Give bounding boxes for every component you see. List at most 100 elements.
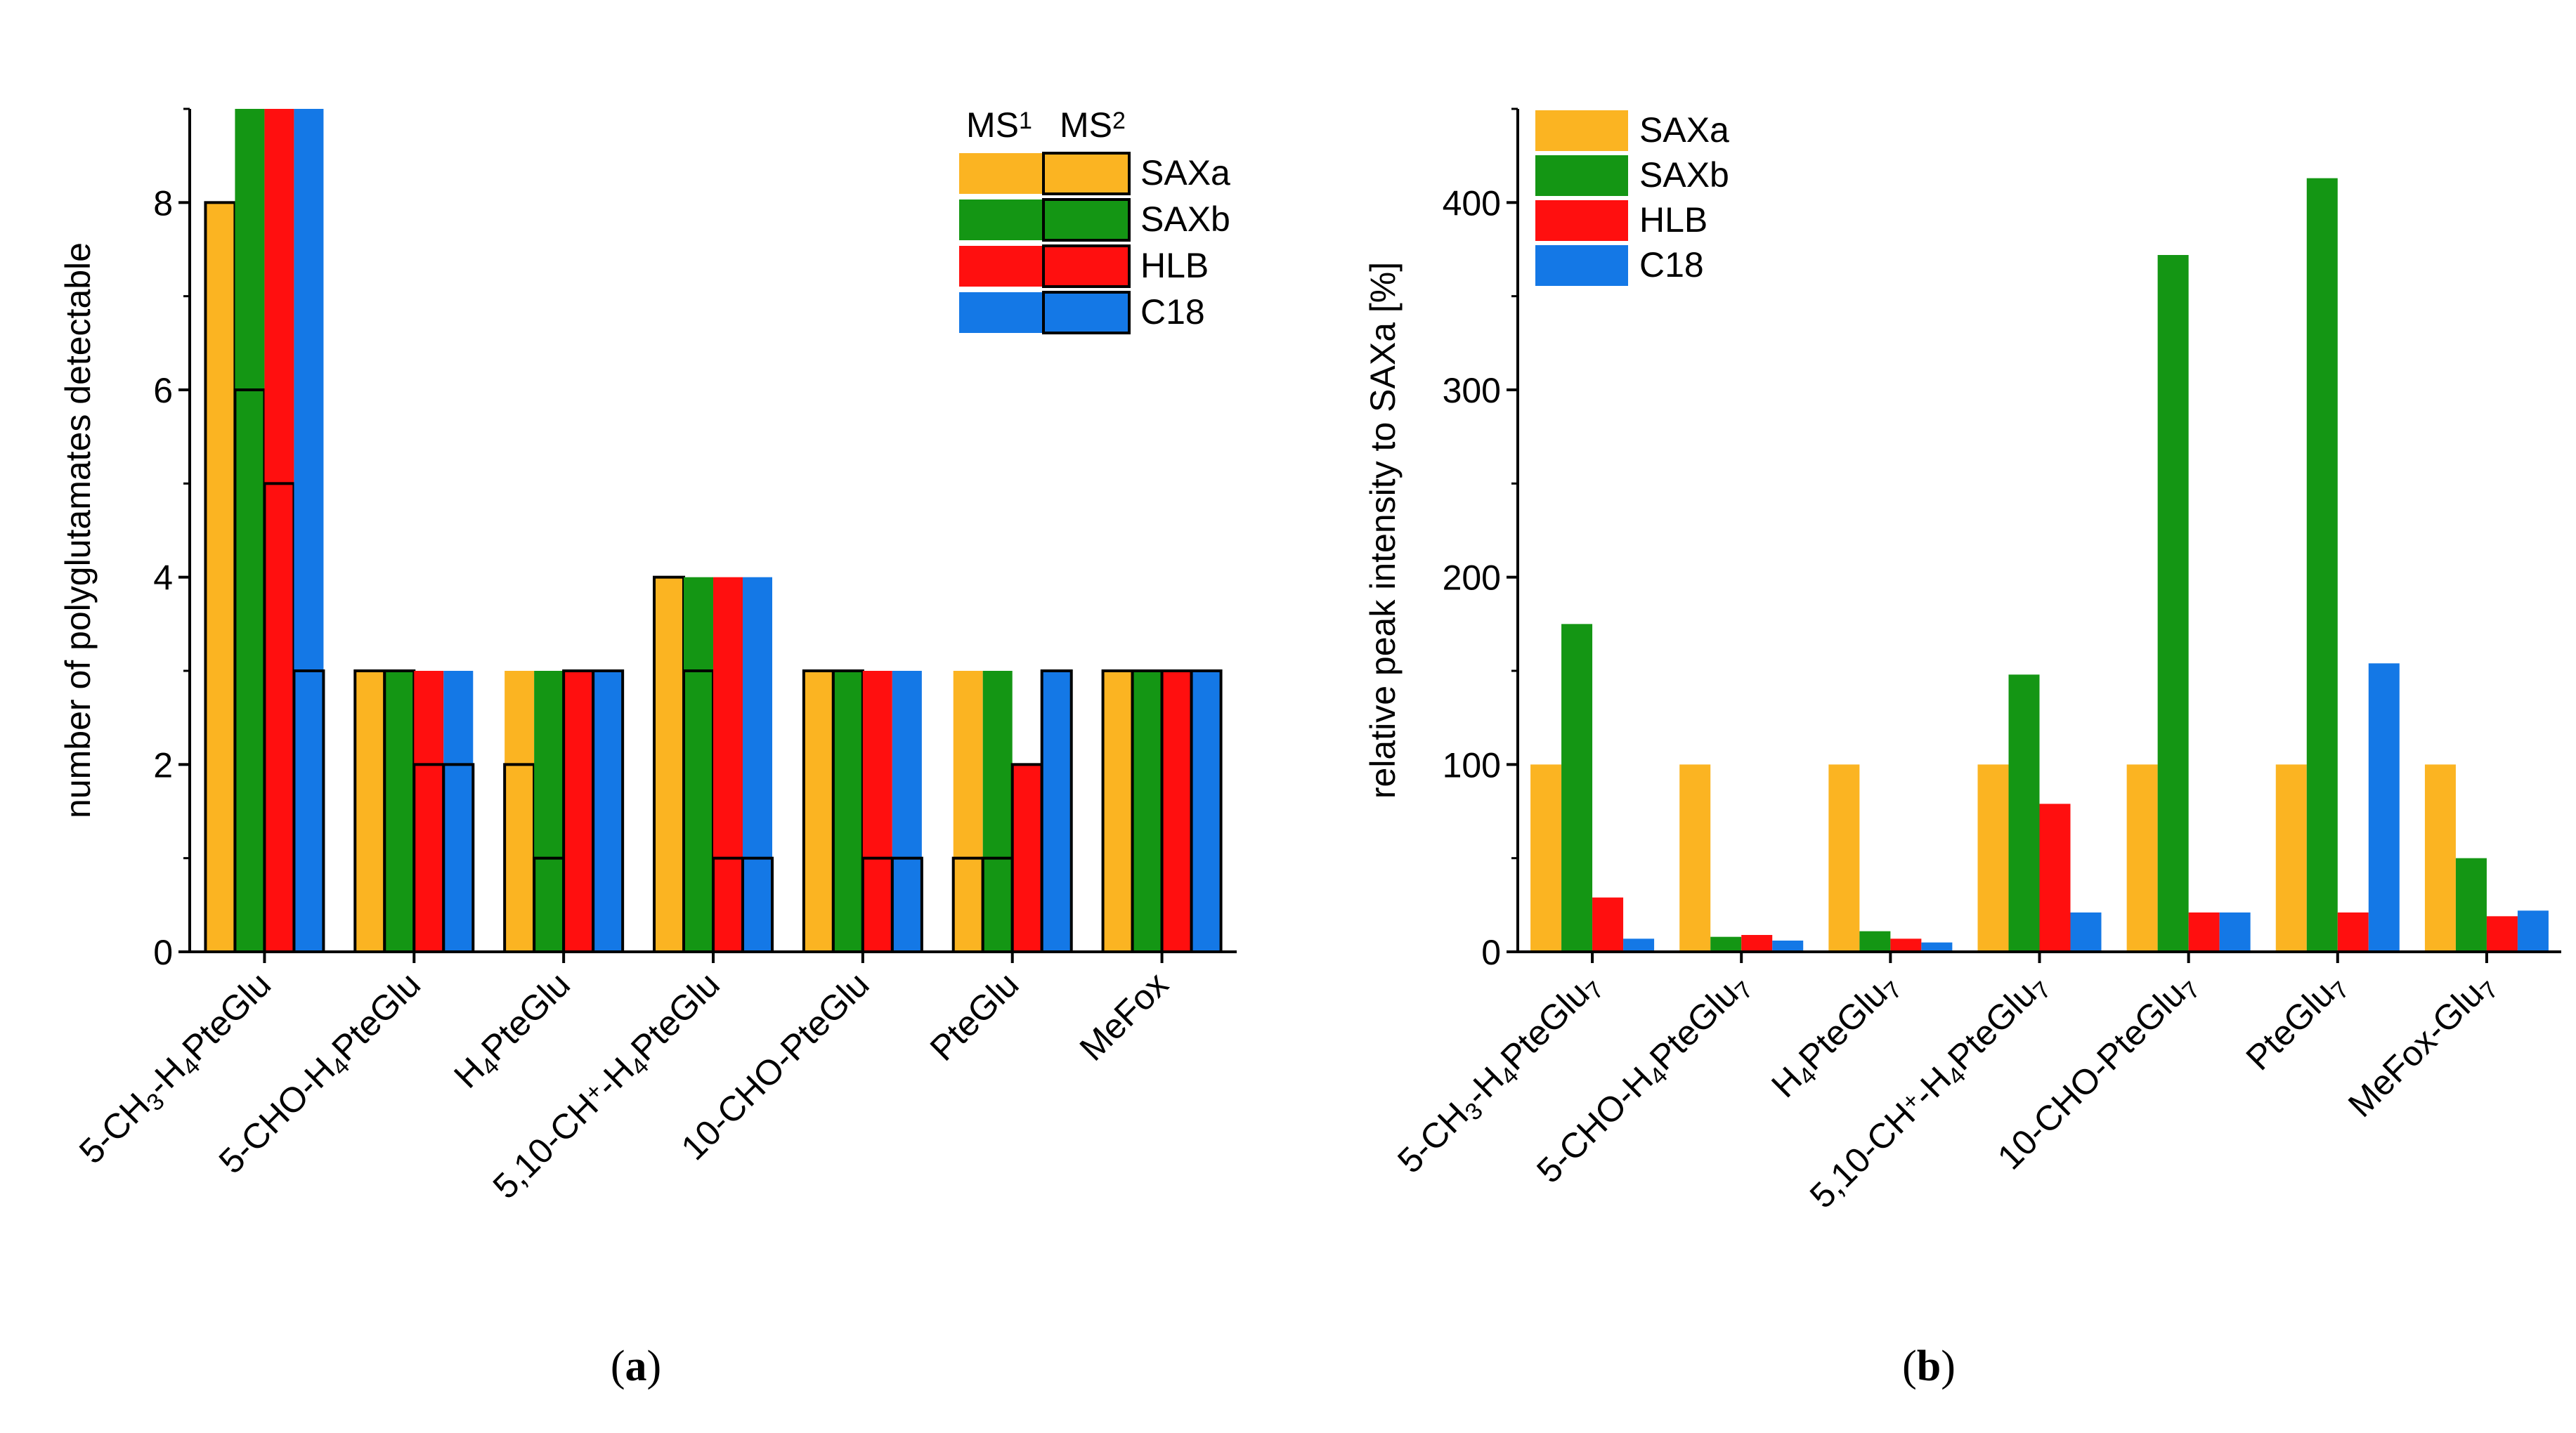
- bar-b-c18-pteglu7: [2368, 663, 2400, 952]
- bar-b-saxa-mefox-glu7: [2424, 764, 2456, 952]
- caption-paren: (: [611, 1342, 625, 1390]
- panel-a-x-tick-label-h4pteglu: H4PteGlu: [446, 964, 580, 1098]
- bar-b-c18-5-ch3-h4pteglu7: [1623, 938, 1655, 952]
- bar-a-ms1-hlb-h4pteglu: [564, 671, 594, 952]
- bar-a-ms1-saxa-pteglu: [953, 671, 983, 952]
- bar-b-c18-mefox-glu7: [2517, 910, 2549, 952]
- bar-b-saxb-5-cho-h4pteglu7: [1710, 936, 1742, 952]
- label-part: PteGlu: [923, 964, 1027, 1068]
- bar-a-ms1-saxb-5-10-ch-h4pteglu: [684, 577, 713, 952]
- bar-a-ms1-saxb-pteglu: [982, 671, 1013, 952]
- label-part: 5,10-CH: [486, 1086, 606, 1206]
- bar-b-saxa-10-cho-pteglu7: [2126, 764, 2158, 952]
- bar-b-c18-5-10-ch-h4pteglu7: [2070, 912, 2102, 952]
- bar-b-hlb-h4pteglu7: [1890, 938, 1922, 952]
- label-part: 5-CHO-H: [1529, 1059, 1660, 1191]
- panel-b-chart: 0 100 200 300 400 relative peak intensity to …: [1363, 107, 2561, 1216]
- legend-swatch-saxa: [1535, 110, 1628, 151]
- bar-b-c18-h4pteglu7: [1921, 942, 1953, 952]
- caption-letter: a: [625, 1342, 647, 1390]
- legend-swatch-ms1-c18: [959, 292, 1045, 333]
- legend-label-c18: C18: [1140, 292, 1205, 332]
- legend-swatch-saxb: [1535, 155, 1628, 196]
- label-part: MS: [966, 105, 1019, 145]
- panel-a-y-tick-label: 2: [153, 745, 173, 785]
- panel-a-y-tick-label: 6: [153, 371, 173, 410]
- legend-swatch-ms1-saxa: [959, 153, 1045, 194]
- panel-a-x-tick-label-pteglu: PteGlu: [923, 964, 1027, 1068]
- bar-b-c18-10-cho-pteglu7: [2219, 912, 2251, 952]
- bar-b-hlb-5-10-ch-h4pteglu7: [2039, 804, 2071, 952]
- panel-a-x-tick-label-mefox: MeFox: [1072, 964, 1176, 1068]
- legend-label-saxa: SAXa: [1140, 153, 1230, 192]
- panel-a-chart: 0 2 4 6 8 number of polyglutamates detectable…: [58, 105, 1237, 1206]
- legend-label-saxb: SAXb: [1639, 155, 1729, 195]
- bar-a-ms1-saxa-h4pteglu: [505, 671, 535, 952]
- legend-swatch-ms2-hlb: [1042, 244, 1131, 288]
- bar-a-ms1-c18-5-10-ch-h4pteglu: [743, 577, 772, 952]
- bar-a-ms1-saxb-5-cho-h4pteglu: [384, 671, 415, 952]
- label-part: MeFox: [1072, 964, 1176, 1068]
- bar-a-ms1-hlb-pteglu: [1012, 764, 1042, 952]
- bar-b-c18-5-cho-h4pteglu7: [1772, 941, 1804, 952]
- bar-b-saxa-h4pteglu7: [1828, 764, 1860, 952]
- legend-label-hlb: HLB: [1639, 200, 1707, 240]
- panel-b-x-tick-label-h4pteglu7: H4PteGlu7: [1764, 964, 1907, 1108]
- bar-b-saxa-5-ch3-h4pteglu7: [1530, 764, 1562, 952]
- legend-label-saxb: SAXb: [1140, 199, 1230, 239]
- bar-a-ms1-c18-5-cho-h4pteglu: [443, 671, 474, 952]
- legend-swatch-hlb: [1535, 200, 1628, 241]
- bar-a-ms1-saxa-10-cho-pteglu: [803, 671, 833, 952]
- legend-swatch-ms1-hlb: [959, 246, 1045, 287]
- panel-b-y-axis-label: relative peak intensity to SAXa [%]: [1363, 262, 1403, 799]
- panel-b-y-tick-label: 400: [1443, 183, 1501, 223]
- caption-paren: ): [647, 1342, 662, 1390]
- legend-swatch-ms2-saxa: [1042, 152, 1131, 195]
- panel-b-y-tick-label: 300: [1443, 371, 1501, 410]
- legend-swatch-ms1-saxb: [959, 199, 1045, 240]
- panel-a-y-axis-label: number of polyglutamates detectable: [58, 242, 98, 818]
- panel-b-x-tick-label-pteglu7: PteGlu7: [2238, 964, 2354, 1080]
- bar-a-ms1-c18-pteglu: [1041, 671, 1072, 952]
- bar-b-hlb-10-cho-pteglu7: [2188, 912, 2220, 952]
- label-part: 5,10-CH: [1802, 1095, 1923, 1215]
- bar-b-hlb-5-cho-h4pteglu7: [1741, 935, 1773, 952]
- bar-b-saxb-h4pteglu7: [1859, 931, 1891, 952]
- bar-a-ms1-saxb-10-cho-pteglu: [833, 671, 863, 952]
- bar-a-ms1-saxb-h4pteglu: [534, 671, 564, 952]
- legend-header-ms1: MS1: [966, 105, 1032, 145]
- bar-b-hlb-5-ch3-h4pteglu7: [1592, 897, 1624, 952]
- label-part: PteGlu: [1493, 974, 1597, 1078]
- panel-b-caption: (b): [1902, 1342, 1956, 1390]
- panel-a-y-tick-label: 8: [153, 183, 173, 223]
- bar-a-ms1-hlb-mefox: [1162, 671, 1192, 952]
- bar-b-saxa-5-10-ch-h4pteglu7: [1977, 764, 2009, 952]
- bar-b-saxa-pteglu7: [2275, 764, 2307, 952]
- bar-a-ms1-saxa-mefox: [1102, 671, 1133, 952]
- bar-a-ms1-hlb-5-10-ch-h4pteglu: [713, 577, 743, 952]
- caption-paren: (: [1902, 1342, 1917, 1390]
- panel-b-legend: SAXa SAXb HLB C18: [1535, 110, 1729, 286]
- label-part: PteGlu: [623, 964, 727, 1068]
- bar-b-saxb-5-ch3-h4pteglu7: [1561, 624, 1593, 952]
- bar-a-ms1-c18-10-cho-pteglu: [892, 671, 922, 952]
- label-part: PteGlu: [1940, 974, 2044, 1078]
- bar-b-saxb-pteglu7: [2306, 178, 2338, 953]
- bar-a-ms1-saxb-mefox: [1132, 671, 1162, 952]
- panel-a-y-tick-label: 0: [153, 933, 173, 972]
- label-part: PteGlu: [324, 964, 428, 1068]
- bar-b-saxb-10-cho-pteglu7: [2157, 255, 2189, 952]
- label-part: PteGlu: [175, 964, 279, 1068]
- label-part: PteGlu: [1791, 974, 1895, 1078]
- panel-b-y-tick-label: 0: [1481, 933, 1501, 972]
- label-part: 2: [1112, 107, 1126, 134]
- bar-a-ms1-saxa-5-10-ch-h4pteglu: [654, 577, 684, 952]
- label-part: PteGlu: [1642, 974, 1746, 1078]
- bar-a-ms1-hlb-10-cho-pteglu: [862, 671, 892, 952]
- bar-a-ms1-saxa-5-cho-h4pteglu: [355, 671, 385, 952]
- panel-b-y-tick-label: 200: [1443, 558, 1501, 598]
- label-part: MeFox-Glu: [2341, 974, 2491, 1125]
- bar-a-ms1-c18-5-ch3-h4pteglu: [294, 109, 324, 952]
